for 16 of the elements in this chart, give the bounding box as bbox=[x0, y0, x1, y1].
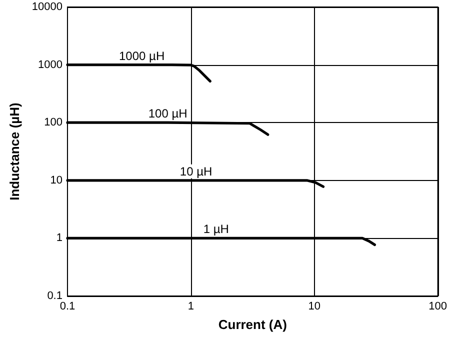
y-tick-label: 1 bbox=[56, 232, 62, 244]
x-tick-label: 1 bbox=[188, 300, 194, 312]
y-tick-label: 10000 bbox=[32, 1, 62, 13]
y-tick-label: 0.1 bbox=[47, 290, 62, 302]
series-label: 100 µH bbox=[148, 106, 188, 121]
x-tick-label: 10 bbox=[308, 300, 321, 312]
y-tick-label: 1000 bbox=[38, 58, 62, 71]
series-label: 1 µH bbox=[203, 222, 229, 236]
x-tick-label: 100 bbox=[428, 300, 448, 312]
x-axis-title: Current (A) bbox=[218, 317, 287, 332]
x-tick-label: 0.1 bbox=[60, 300, 76, 312]
y-tick-label: 100 bbox=[44, 116, 62, 129]
series-label: 1000 µH bbox=[119, 48, 165, 63]
series-label: 10 µH bbox=[180, 164, 212, 178]
y-axis-title: Inductance (µH) bbox=[7, 102, 22, 200]
y-tick-label: 10 bbox=[50, 174, 62, 186]
